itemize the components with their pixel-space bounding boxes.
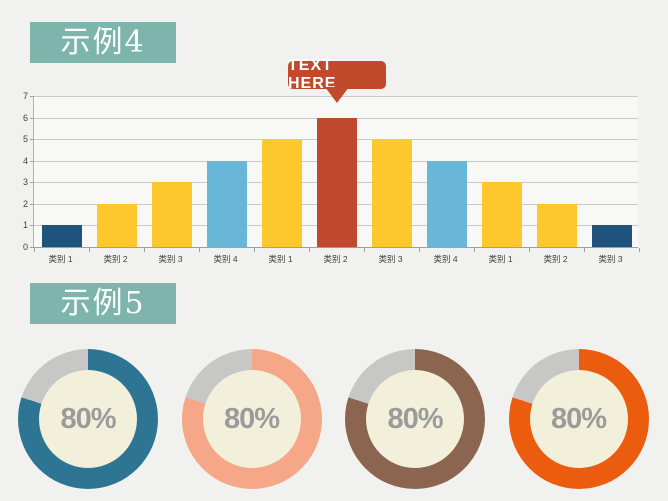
x-tick-label: 类别 3 (158, 254, 183, 264)
x-tick-label: 类别 2 (323, 254, 348, 264)
y-tick-label: 6 (22, 112, 28, 123)
bar-1 (41, 225, 82, 247)
x-tick-mark (144, 248, 145, 252)
bar-5 (261, 139, 302, 247)
x-tick-mark (419, 248, 420, 252)
section-title-example5: 示例5 (30, 283, 176, 324)
y-tick-mark (30, 182, 34, 184)
callout-pointer-icon (325, 87, 349, 103)
x-tick-label: 类别 1 (48, 254, 73, 264)
y-tick-mark (30, 247, 34, 248)
x-tick-label: 类别 2 (103, 254, 128, 264)
x-tick-mark (529, 248, 530, 252)
x-axis-labels: 类别 1 类别 2 类别 3 类别 4 类别 1 类别 2 类别 3 类别 4 类别 1 类别 2… (33, 253, 638, 265)
donut-percent-label: 80% (529, 370, 628, 468)
bar-7 (371, 139, 412, 247)
callout-label: TEXT HERE (288, 57, 337, 92)
bar-8 (426, 160, 467, 247)
y-tick-mark (30, 225, 34, 227)
y-tick-mark (30, 96, 34, 97)
x-tick-mark (584, 248, 585, 252)
y-tick-label: 0 (22, 242, 28, 252)
x-tick-mark (474, 248, 475, 252)
y-tick-label: 5 (22, 134, 28, 145)
donut-percent-label: 80% (366, 370, 464, 468)
x-tick-mark (639, 248, 640, 252)
x-tick-label: 类别 4 (213, 254, 238, 264)
y-tick-label: 2 (22, 198, 28, 209)
x-tick-label: 类别 1 (268, 254, 293, 264)
section-title-example4: 示例4 (30, 22, 176, 63)
x-tick-mark (364, 248, 365, 252)
bar-4 (206, 160, 247, 247)
donut-chart-3: 80% (345, 349, 485, 489)
x-tick-label: 类别 4 (433, 254, 458, 264)
x-tick-mark (89, 248, 90, 252)
x-tick-mark (309, 248, 310, 252)
bar-3 (151, 182, 192, 247)
chart-plot-area: 0 1 2 3 4 5 6 7 (23, 91, 640, 252)
x-tick-mark (254, 248, 255, 252)
bar-6 (316, 117, 357, 247)
bar-9 (481, 182, 522, 247)
y-tick-mark (30, 203, 34, 205)
y-tick-mark (30, 160, 34, 162)
text-here-callout: TEXT HERE (288, 57, 386, 103)
y-tick-label: 4 (22, 155, 28, 166)
donut-chart-2: 80% (181, 349, 322, 489)
x-tick-label: 类别 2 (543, 254, 568, 264)
x-tick-mark (34, 248, 35, 252)
bar-2 (96, 203, 137, 247)
bar-10 (536, 203, 577, 247)
x-tick-label: 类别 3 (598, 254, 623, 264)
y-tick-label: 3 (22, 177, 28, 188)
y-tick-label: 7 (22, 91, 28, 101)
y-tick-mark (30, 117, 34, 119)
bar-11 (591, 225, 632, 247)
donut-chart-row: 80% 80% 80% 80% (18, 349, 649, 489)
y-tick-mark (30, 139, 34, 141)
x-tick-mark (199, 248, 200, 252)
donut-chart-1: 80% (18, 349, 158, 489)
x-tick-label: 类别 3 (378, 254, 403, 264)
donut-percent-label: 80% (202, 370, 301, 468)
donut-chart-4: 80% (508, 349, 649, 489)
y-tick-label: 1 (22, 220, 28, 231)
donut-percent-label: 80% (39, 370, 137, 468)
x-tick-label: 类别 1 (488, 254, 513, 264)
